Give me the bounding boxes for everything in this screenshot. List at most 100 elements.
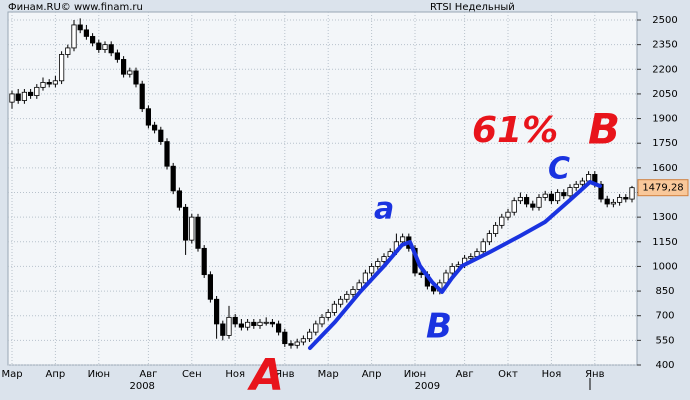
candle-body bbox=[59, 54, 65, 82]
candle-body bbox=[121, 59, 127, 75]
y-tick-label: 2500 bbox=[652, 15, 677, 26]
candle-body bbox=[486, 233, 493, 243]
x-tick-label: Сен bbox=[182, 369, 202, 380]
candle-body bbox=[294, 341, 300, 346]
x-tick-label: Ноя bbox=[225, 369, 245, 380]
candle-body bbox=[561, 192, 567, 197]
candle-body bbox=[282, 331, 288, 345]
candle-body bbox=[90, 36, 96, 44]
candle-body bbox=[257, 321, 263, 326]
candle-body bbox=[288, 343, 294, 346]
x-tick-label: Апр bbox=[362, 369, 382, 380]
candle-body bbox=[517, 197, 524, 202]
candle-body bbox=[573, 183, 579, 188]
year-label: 2009 bbox=[415, 381, 440, 392]
candle-body bbox=[399, 236, 406, 243]
y-tick-label: 400 bbox=[655, 360, 674, 371]
candle-body bbox=[263, 321, 269, 324]
candle-body bbox=[368, 266, 375, 274]
candle-body bbox=[145, 108, 151, 126]
candle-body bbox=[238, 323, 244, 328]
source-label: Финам.RU© www.finam.ru bbox=[8, 2, 143, 13]
candle-body bbox=[319, 316, 325, 325]
candle-body bbox=[325, 312, 331, 318]
candle-body bbox=[480, 241, 486, 253]
candle-body bbox=[375, 261, 381, 267]
candle-body bbox=[275, 323, 282, 333]
y-tick-label: 2050 bbox=[652, 89, 677, 100]
x-tick-label: Мар bbox=[1, 369, 22, 380]
candle-body bbox=[536, 197, 542, 208]
candle-body bbox=[505, 211, 511, 218]
y-tick-label: 1000 bbox=[652, 261, 677, 272]
candle-body bbox=[313, 323, 319, 333]
candle-body bbox=[127, 70, 133, 75]
candle-body bbox=[350, 289, 356, 295]
candle-body bbox=[83, 29, 89, 37]
y-tick-label: 550 bbox=[655, 335, 674, 346]
y-tick-label: 1300 bbox=[652, 212, 677, 223]
candle-body bbox=[46, 82, 52, 85]
annotation: A bbox=[247, 350, 284, 400]
x-tick-label: Июн bbox=[404, 369, 426, 380]
annotation: B bbox=[426, 307, 452, 347]
last-price-label: 1479,28 bbox=[642, 183, 683, 194]
x-tick-label: Июн bbox=[88, 369, 110, 380]
candle-body bbox=[201, 247, 207, 276]
y-tick-label: 850 bbox=[655, 286, 674, 297]
candle-body bbox=[232, 316, 238, 325]
candle-body bbox=[306, 331, 313, 340]
y-tick-label: 1900 bbox=[652, 114, 677, 125]
candle-body bbox=[226, 316, 232, 336]
last-price-box bbox=[637, 179, 689, 197]
candle-body bbox=[182, 206, 189, 241]
y-tick-label: 700 bbox=[655, 311, 674, 322]
y-tick-label: 1600 bbox=[652, 163, 677, 174]
annotation: a bbox=[374, 192, 394, 227]
candle-body bbox=[189, 216, 195, 241]
candle-body bbox=[362, 272, 369, 284]
candle-body bbox=[511, 200, 517, 213]
candle-body bbox=[443, 272, 449, 284]
candle-body bbox=[381, 256, 387, 262]
candle-body bbox=[164, 141, 170, 167]
candle-body bbox=[524, 197, 530, 205]
candle-body bbox=[337, 298, 344, 305]
candle-body bbox=[617, 197, 623, 203]
candle-body bbox=[207, 274, 213, 300]
candle-body bbox=[356, 282, 362, 290]
y-tick-label: 2350 bbox=[652, 40, 677, 51]
candle-body bbox=[244, 321, 251, 328]
candle-body bbox=[300, 338, 307, 343]
candle-body bbox=[170, 165, 176, 192]
candle-body bbox=[604, 198, 610, 205]
candle-body bbox=[133, 70, 139, 85]
candle-body bbox=[610, 201, 617, 205]
candle-body bbox=[251, 321, 257, 326]
candle-body bbox=[21, 91, 28, 101]
candle-body bbox=[579, 180, 586, 185]
chart-title: RTSI Недельный bbox=[430, 2, 515, 13]
candle-body bbox=[418, 272, 424, 276]
candle-body bbox=[555, 192, 561, 202]
candle-body bbox=[108, 44, 114, 54]
candle-body bbox=[77, 24, 83, 31]
candle-body bbox=[34, 86, 40, 96]
annotation: B bbox=[588, 105, 620, 154]
candle-body bbox=[548, 193, 555, 202]
candle-body bbox=[195, 216, 201, 249]
candle-body bbox=[158, 129, 164, 142]
candle-body bbox=[623, 197, 629, 200]
year-label: 2008 bbox=[129, 381, 154, 392]
candle-body bbox=[114, 52, 120, 60]
x-tick-label: Мар bbox=[318, 369, 339, 380]
candle-body bbox=[71, 24, 77, 49]
candle-body bbox=[468, 256, 474, 259]
candle-body bbox=[499, 216, 505, 226]
candle-body bbox=[530, 203, 536, 208]
candle-body bbox=[102, 44, 108, 50]
y-tick-label: 2200 bbox=[652, 64, 677, 75]
y-tick-label: 1750 bbox=[652, 138, 677, 149]
candle-body bbox=[151, 124, 158, 131]
